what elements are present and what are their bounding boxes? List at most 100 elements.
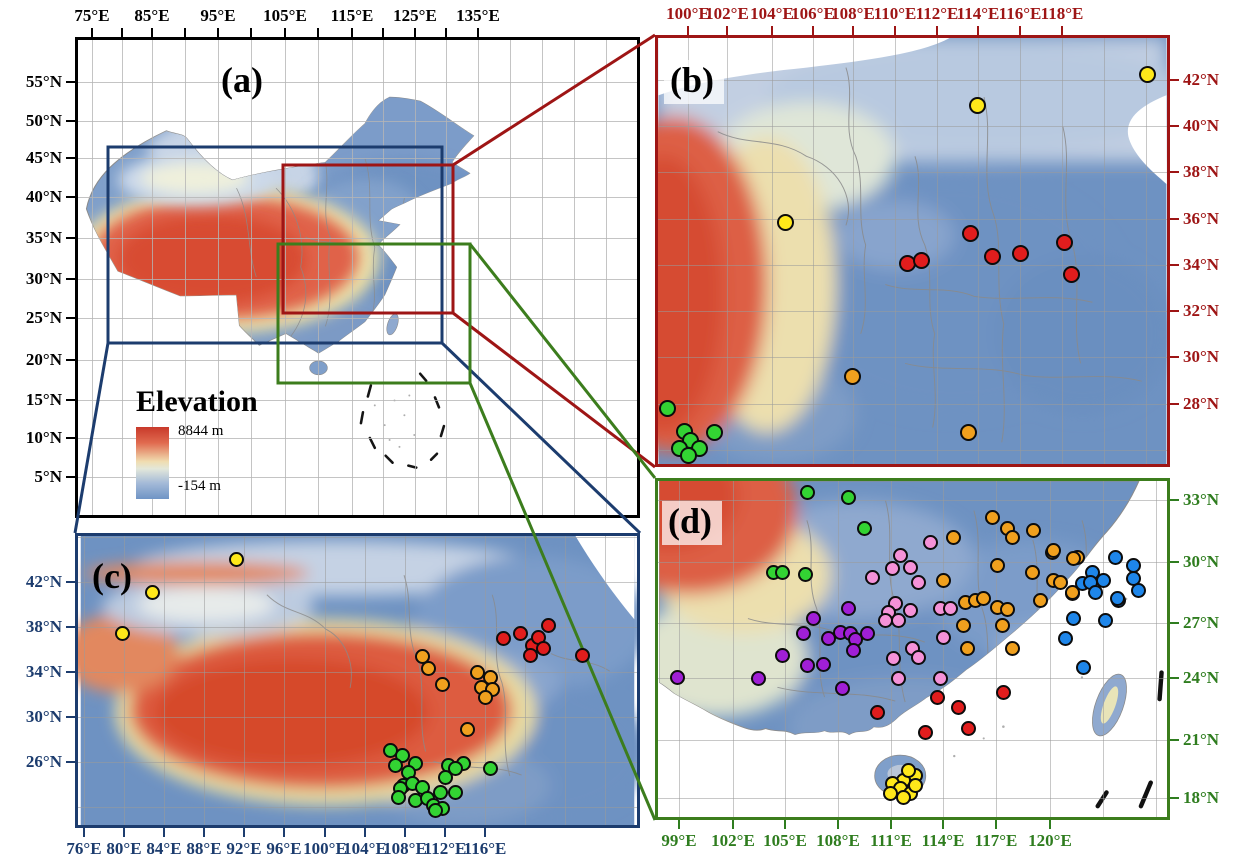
axis-tick-label: 102°E bbox=[711, 831, 755, 850]
axis-tick-mark bbox=[250, 28, 252, 37]
axis-tick-label: 75°E bbox=[74, 6, 110, 25]
axis-tick-mark bbox=[1170, 499, 1179, 501]
axis-tick-mark bbox=[890, 820, 892, 829]
axis-tick-label: 34°N bbox=[25, 662, 62, 681]
axis-tick-label: 108°E bbox=[816, 831, 860, 850]
axis-tick-label: 118°E bbox=[1040, 4, 1084, 23]
axis-tick-mark bbox=[217, 28, 219, 37]
axis-tick-mark bbox=[732, 820, 734, 829]
axis-tick-label: 33°N bbox=[1183, 490, 1220, 509]
axis-tick-mark bbox=[1170, 310, 1179, 312]
legend-min-value: -154 m bbox=[178, 478, 221, 494]
axis-tick-label: 108°E bbox=[383, 839, 427, 858]
axis-tick-mark bbox=[66, 399, 75, 401]
axis-tick-label: 120°E bbox=[1028, 831, 1072, 850]
axis-tick-label: 32°N bbox=[1183, 301, 1220, 320]
axis-tick-mark bbox=[1170, 125, 1179, 127]
axis-tick-label: 111°E bbox=[870, 831, 912, 850]
panel-d-label: (d) bbox=[662, 501, 722, 545]
axis-tick-mark bbox=[1170, 264, 1179, 266]
south-china-elevation-raster bbox=[659, 481, 1166, 817]
axis-tick-mark bbox=[687, 26, 689, 35]
axis-tick-mark bbox=[1170, 561, 1179, 563]
axis-tick-label: 99°E bbox=[661, 831, 697, 850]
west-china-elevation-raster bbox=[78, 536, 637, 825]
axis-tick-label: 27°N bbox=[1183, 613, 1220, 632]
axis-tick-mark bbox=[812, 26, 814, 35]
axis-tick-mark bbox=[1170, 739, 1179, 741]
axis-tick-mark bbox=[66, 626, 75, 628]
axis-tick-label: 135°E bbox=[456, 6, 500, 25]
axis-tick-mark bbox=[995, 820, 997, 829]
axis-tick-label: 116°E bbox=[463, 839, 507, 858]
axis-tick-label: 105°E bbox=[763, 831, 807, 850]
axis-tick-label: 114°E bbox=[956, 4, 1000, 23]
axis-tick-mark bbox=[66, 437, 75, 439]
axis-tick-label: 30°N bbox=[25, 269, 62, 288]
axis-tick-mark bbox=[852, 26, 854, 35]
axis-tick-label: 26°N bbox=[25, 752, 62, 771]
axis-tick-label: 106°E bbox=[791, 4, 835, 23]
axis-tick-mark bbox=[66, 581, 75, 583]
axis-tick-mark bbox=[1170, 622, 1179, 624]
axis-tick-label: 76°E bbox=[66, 839, 102, 858]
axis-tick-mark bbox=[317, 28, 319, 37]
axis-tick-label: 38°N bbox=[25, 617, 62, 636]
axis-tick-label: 112°E bbox=[423, 839, 467, 858]
axis-tick-label: 24°N bbox=[1183, 668, 1220, 687]
axis-tick-mark bbox=[771, 26, 773, 35]
axis-tick-mark bbox=[942, 820, 944, 829]
axis-tick-mark bbox=[243, 828, 245, 837]
axis-tick-label: 104°E bbox=[750, 4, 794, 23]
axis-tick-mark bbox=[1170, 356, 1179, 358]
axis-tick-mark bbox=[726, 26, 728, 35]
axis-tick-mark bbox=[351, 28, 353, 37]
axis-tick-label: 84°E bbox=[146, 839, 182, 858]
axis-tick-mark bbox=[977, 26, 979, 35]
axis-tick-label: 30°N bbox=[25, 707, 62, 726]
axis-tick-mark bbox=[936, 26, 938, 35]
axis-tick-mark bbox=[1170, 677, 1179, 679]
axis-tick-mark bbox=[784, 820, 786, 829]
panel-d-map: (d) bbox=[655, 478, 1170, 820]
axis-tick-mark bbox=[66, 359, 75, 361]
axis-tick-label: 114°E bbox=[921, 831, 965, 850]
axis-tick-mark bbox=[66, 716, 75, 718]
axis-tick-label: 55°N bbox=[25, 72, 62, 91]
axis-tick-mark bbox=[382, 28, 384, 37]
axis-tick-label: 100°E bbox=[666, 4, 710, 23]
axis-tick-label: 50°N bbox=[25, 111, 62, 130]
panel-c-map: (c) bbox=[75, 533, 640, 828]
legend-max-value: 8844 m bbox=[178, 423, 224, 439]
axis-tick-label: 40°N bbox=[25, 187, 62, 206]
axis-tick-mark bbox=[91, 28, 93, 37]
axis-tick-mark bbox=[837, 820, 839, 829]
panel-a-label: (a) bbox=[221, 60, 263, 100]
axis-tick-mark bbox=[66, 157, 75, 159]
axis-tick-mark bbox=[284, 28, 286, 37]
axis-tick-label: 35°N bbox=[25, 228, 62, 247]
axis-tick-mark bbox=[364, 828, 366, 837]
axis-tick-label: 40°N bbox=[1183, 116, 1220, 135]
axis-tick-label: 18°N bbox=[1183, 788, 1220, 807]
axis-tick-mark bbox=[121, 28, 123, 37]
axis-tick-label: 21°N bbox=[1183, 730, 1220, 749]
axis-tick-label: 102°E bbox=[705, 4, 749, 23]
axis-tick-mark bbox=[1170, 797, 1179, 799]
grid-line-vertical bbox=[638, 40, 639, 518]
axis-tick-mark bbox=[184, 28, 186, 37]
axis-tick-mark bbox=[1170, 218, 1179, 220]
elevation-colorbar bbox=[136, 427, 169, 499]
axis-tick-label: 38°N bbox=[1183, 162, 1220, 181]
axis-tick-label: 45°N bbox=[25, 148, 62, 167]
axis-tick-mark bbox=[66, 761, 75, 763]
north-china-elevation-raster bbox=[658, 38, 1167, 464]
axis-tick-mark bbox=[445, 28, 447, 37]
axis-tick-label: 105°E bbox=[263, 6, 307, 25]
axis-tick-label: 92°E bbox=[226, 839, 262, 858]
axis-tick-mark bbox=[324, 828, 326, 837]
axis-tick-mark bbox=[66, 81, 75, 83]
axis-tick-label: 104°E bbox=[343, 839, 387, 858]
axis-tick-label: 10°N bbox=[25, 428, 62, 447]
